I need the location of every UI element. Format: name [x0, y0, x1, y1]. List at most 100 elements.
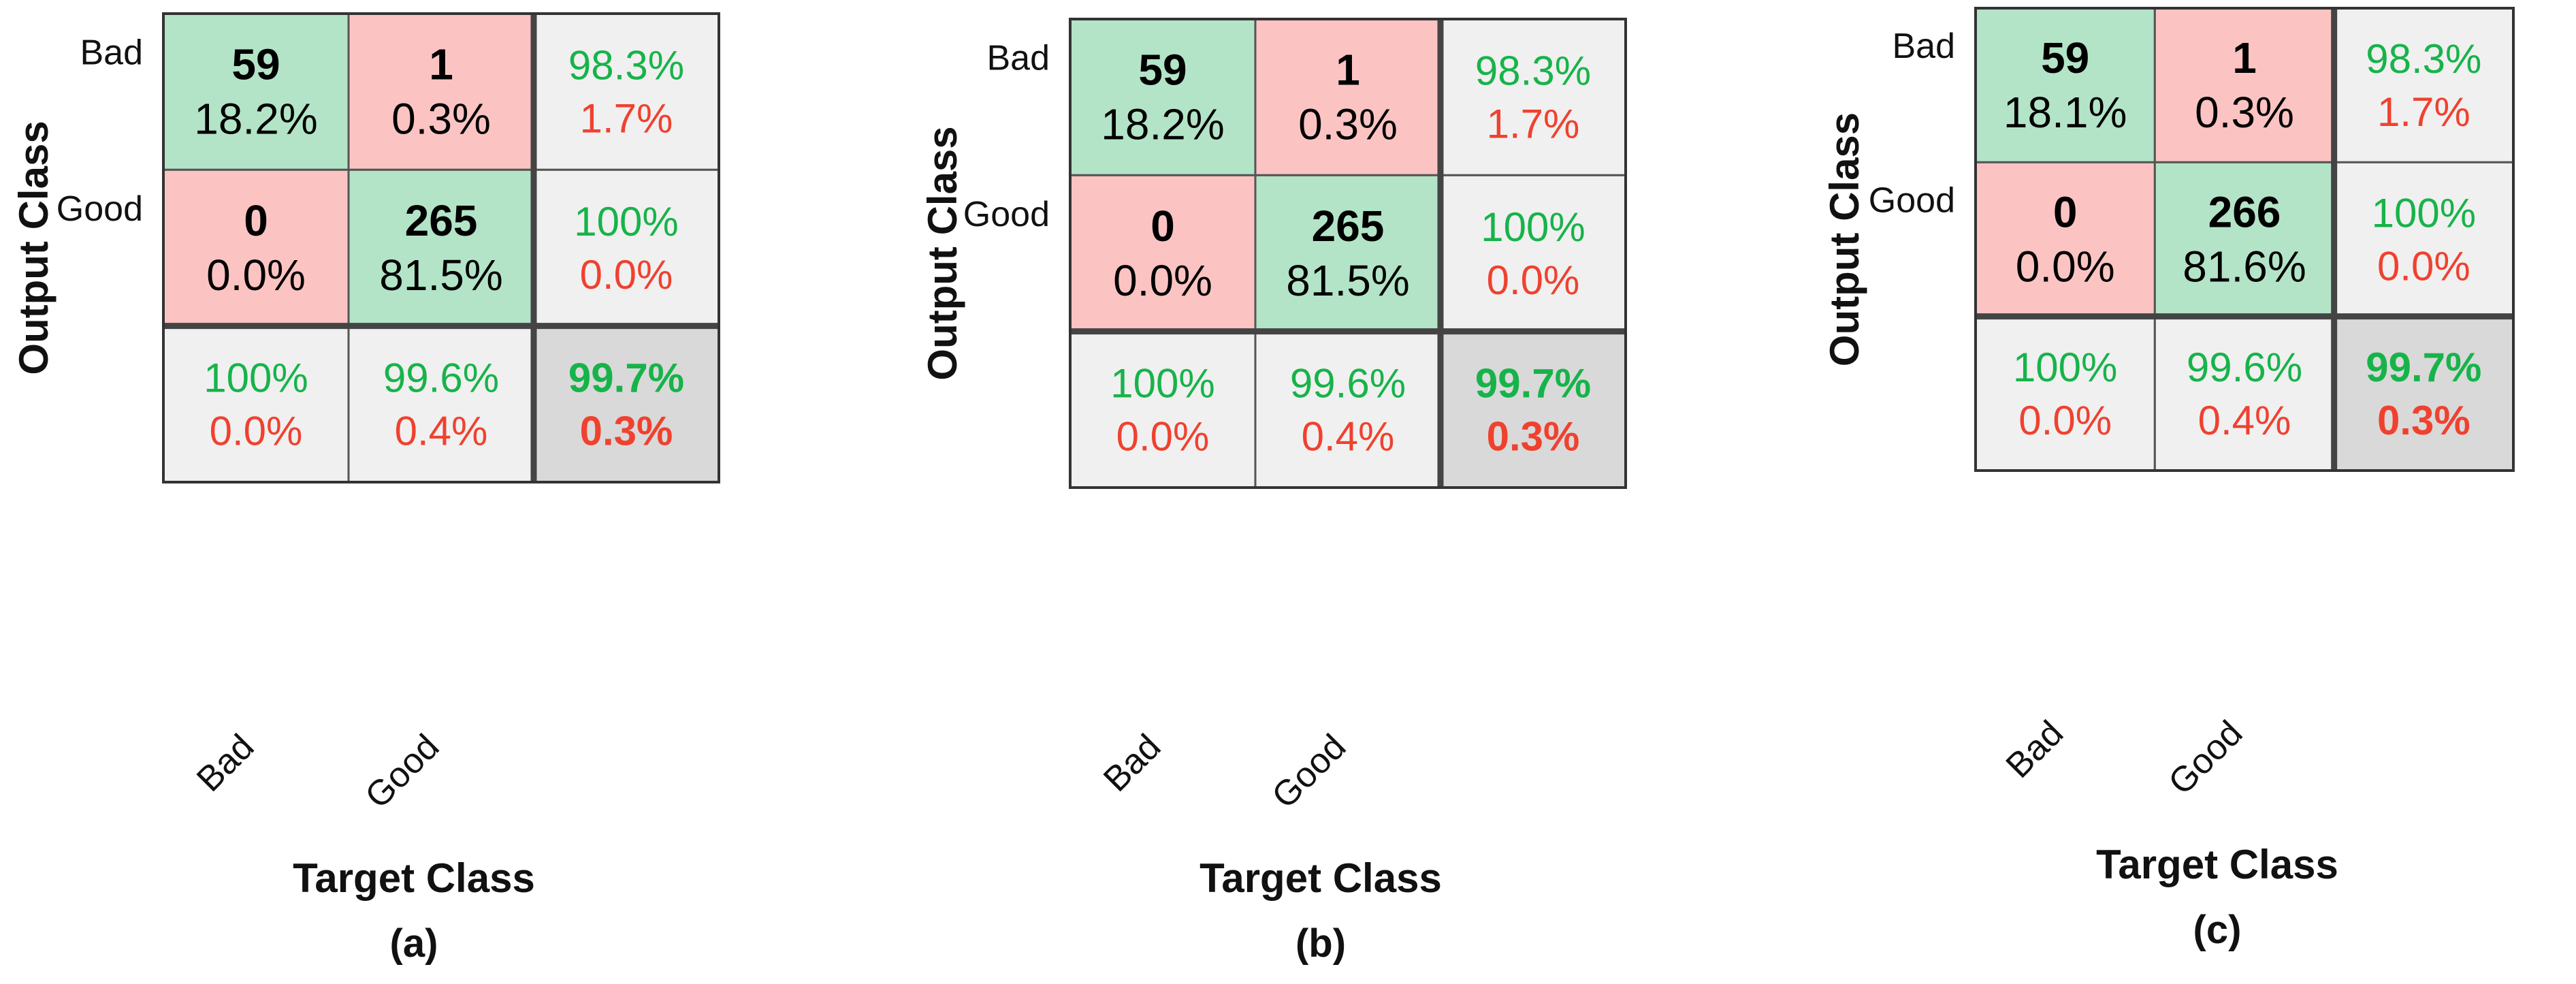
row-summary-error: 1.7%: [1487, 101, 1580, 147]
row-label-bad: Bad: [1892, 27, 1955, 66]
matrix-cell-1-1: [347, 168, 535, 328]
confusion-matrix-panel-2: 59 18.2% 1 0.3% 0 0.0% 265 81.5% 98.3% 1.7% 100% 0.…: [920, 18, 1627, 966]
col-summary-correct: 100%: [2013, 345, 2117, 390]
panel-label: (b): [1295, 921, 1346, 966]
cell-count: 1: [2232, 33, 2257, 82]
confusion-matrix-panel-1: 59 18.2% 1 0.3% 0 0.0% 265 81.5% 98.3% 1.7% 100% 0.…: [11, 12, 720, 966]
col-label-good: Good: [1265, 727, 1354, 816]
cell-count: 0: [244, 196, 268, 245]
overall-accuracy: 99.7%: [2366, 345, 2481, 390]
cell-count: 1: [1336, 46, 1360, 95]
overall-error: 0.3%: [2377, 398, 2470, 443]
col-summary-error: 0.0%: [2018, 398, 2112, 443]
row-summary-correct: 98.3%: [2366, 36, 2481, 82]
cell-percent: 81.5%: [1286, 256, 1409, 305]
cell-percent: 81.5%: [379, 251, 502, 300]
cell-count: 266: [2208, 188, 2281, 237]
row-summary-error: 0.0%: [2377, 244, 2470, 289]
row-label-good: Good: [57, 189, 143, 229]
matrix-cell-0-1: [347, 12, 535, 171]
matrix-cell-2-0: [162, 325, 350, 483]
cell-percent: 18.2%: [1101, 100, 1224, 149]
matrix-cell-0-2: [1439, 18, 1627, 176]
matrix-cell-1-1: [1254, 174, 1442, 333]
col-summary-error: 0.4%: [1302, 413, 1395, 459]
x-axis-label: Target Class: [1200, 855, 1442, 901]
cell-percent: 0.0%: [1113, 256, 1212, 305]
overall-error: 0.3%: [1487, 413, 1580, 459]
row-summary-error: 0.0%: [1487, 257, 1580, 303]
matrix-cell-1-0: [1974, 161, 2156, 318]
overall-error: 0.3%: [580, 408, 673, 454]
col-summary-error: 0.0%: [210, 408, 303, 454]
y-axis-label: Output Class: [920, 126, 965, 380]
overall-accuracy: 99.7%: [1475, 360, 1591, 406]
cell-count: 59: [2041, 33, 2089, 82]
matrix-border: [1069, 18, 1627, 489]
col-summary-correct: 99.6%: [2187, 345, 2302, 390]
matrix-cell-1-0: [1069, 174, 1257, 333]
matrix-cell-2-1: [1254, 330, 1442, 489]
matrix-cell-1-2: [1439, 174, 1627, 333]
confusion-matrix-panel-3: 59 18.1% 1 0.3% 0 0.0% 266 81.6% 98.3% 1.7% 100% 0.…: [1822, 7, 2515, 952]
row-summary-error: 1.7%: [2377, 89, 2470, 135]
matrix-cell-2-1: [2153, 315, 2336, 472]
matrix-cell-0-2: [2333, 7, 2515, 163]
row-label-bad: Bad: [986, 39, 1050, 78]
cell-count: 265: [1312, 202, 1385, 251]
matrix-cell-2-0: [1069, 330, 1257, 489]
row-summary-correct: 98.3%: [1475, 48, 1591, 94]
col-summary-correct: 99.6%: [1290, 360, 1406, 406]
cell-count: 265: [405, 196, 478, 245]
row-summary-correct: 98.3%: [568, 43, 684, 89]
matrix-border: [1974, 7, 2515, 472]
matrix-cell-0-1: [2153, 7, 2336, 163]
cell-percent: 0.0%: [2016, 242, 2115, 291]
col-summary-correct: 100%: [204, 355, 308, 400]
matrix-cell-1-0: [162, 168, 350, 328]
matrix-cell-2-2: [1439, 330, 1627, 489]
row-label-bad: Bad: [80, 33, 143, 73]
cell-count: 59: [1138, 46, 1187, 95]
row-summary-correct: 100%: [574, 199, 678, 244]
col-label-good: Good: [358, 727, 447, 816]
cell-percent: 81.6%: [2183, 242, 2306, 291]
matrix-cell-0-0: [162, 12, 350, 171]
matrix-cell-2-0: [1974, 315, 2156, 472]
col-label-good: Good: [2161, 713, 2251, 802]
col-summary-error: 0.4%: [395, 408, 488, 454]
row-summary-correct: 100%: [1481, 204, 1585, 250]
cell-percent: 18.2%: [194, 95, 317, 144]
matrix-cell-2-2: [2333, 315, 2515, 472]
cell-percent: 0.3%: [1298, 100, 1398, 149]
matrix-cell-1-2: [2333, 161, 2515, 318]
col-summary-error: 0.4%: [2198, 398, 2291, 443]
matrix-cell-0-2: [532, 12, 720, 171]
cell-count: 0: [2053, 188, 2078, 237]
row-label-good: Good: [963, 195, 1050, 234]
matrix-cell-2-1: [347, 325, 535, 483]
panel-label: (a): [390, 921, 438, 966]
y-axis-label: Output Class: [11, 121, 57, 375]
row-summary-error: 0.0%: [580, 252, 673, 298]
matrix-cell-1-2: [532, 168, 720, 328]
row-summary-error: 1.7%: [580, 96, 673, 142]
cell-percent: 0.0%: [206, 251, 306, 300]
col-label-bad: Bad: [189, 727, 261, 799]
matrix-cell-1-1: [2153, 161, 2336, 318]
cell-percent: 18.1%: [2003, 88, 2127, 137]
cell-count: 1: [429, 40, 453, 89]
row-summary-correct: 100%: [2372, 191, 2476, 236]
matrix-cell-0-0: [1974, 7, 2156, 163]
y-axis-label: Output Class: [1822, 112, 1867, 366]
col-summary-correct: 100%: [1110, 360, 1214, 406]
cell-count: 59: [231, 40, 280, 89]
col-label-bad: Bad: [1999, 713, 2071, 785]
matrix-cell-2-2: [532, 325, 720, 483]
overall-accuracy: 99.7%: [568, 355, 684, 400]
panel-label: (c): [2193, 908, 2242, 952]
col-summary-error: 0.0%: [1116, 413, 1210, 459]
cell-percent: 0.3%: [2195, 88, 2294, 137]
matrix-border: [162, 12, 720, 483]
